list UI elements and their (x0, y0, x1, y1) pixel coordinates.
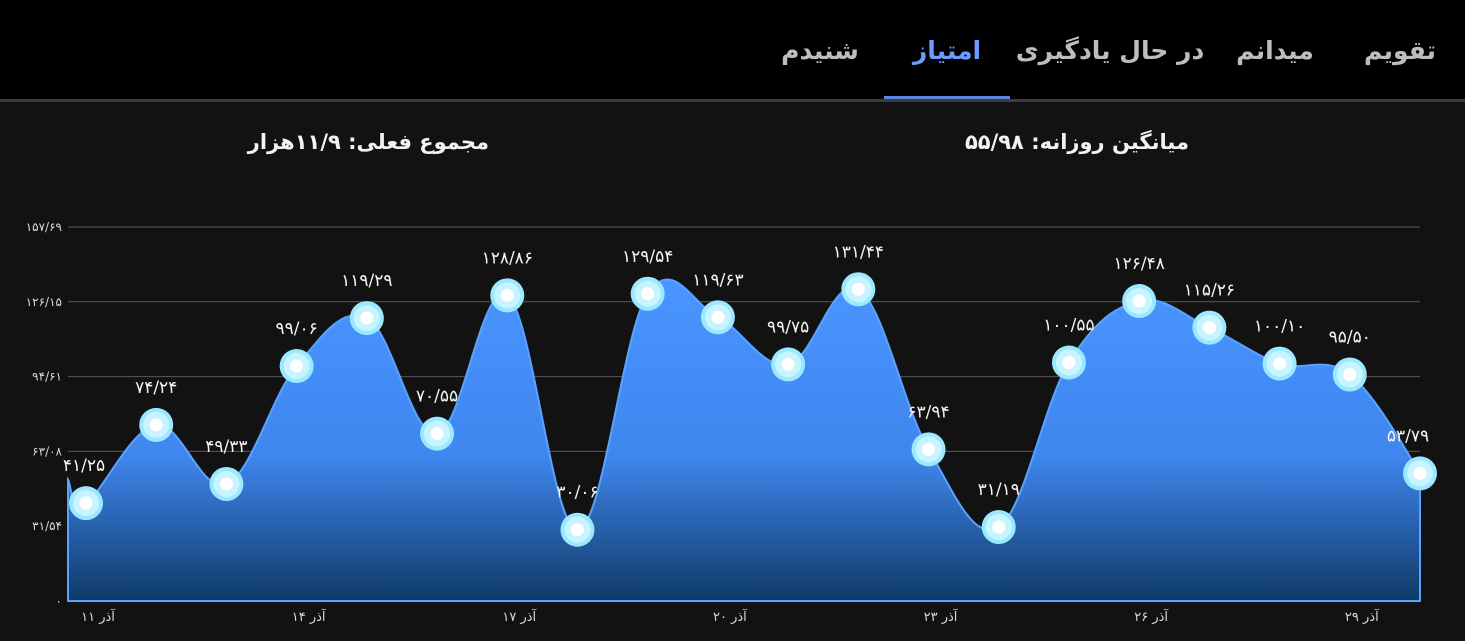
data-point (700, 300, 735, 335)
x-tick-label: ۲۳ آذر (924, 608, 959, 625)
data-point (69, 486, 103, 521)
data-label: ۶۳/۹۴ (907, 402, 949, 422)
data-point-dot (992, 520, 1006, 534)
data-point-dot (922, 442, 936, 456)
data-point-dot (79, 496, 93, 510)
data-point (1332, 357, 1367, 392)
tab-learning-label: در حال یادگیری (1015, 35, 1205, 65)
x-tick-label: ۲۶ آذر (1134, 608, 1169, 625)
x-tick-label: ۲۹ آذر (1345, 608, 1380, 625)
data-label: ۱۱۹/۶۳ (692, 270, 743, 290)
y-tick-label: ۰ (56, 594, 62, 608)
tab-calendar[interactable]: تقویم (1350, 0, 1450, 100)
tab-known-label: میدانم (1236, 35, 1314, 65)
data-point-dot (290, 359, 304, 373)
data-label: ۹۵/۵۰ (1329, 327, 1371, 347)
data-label: ۱۱۹/۲۹ (341, 271, 392, 291)
data-label: ۷۰/۵۵ (416, 387, 458, 407)
daily-average: میانگین روزانه: ۵۵/۹۸ (964, 130, 1189, 154)
data-label: ۴۹/۳۳ (205, 437, 247, 457)
data-label: ۹۹/۷۵ (767, 317, 809, 337)
data-label: ۱۱۵/۲۶ (1184, 281, 1235, 301)
data-point-dot (1343, 367, 1357, 381)
tab-heard-label: شنیدم (781, 35, 859, 65)
data-point-dot (1202, 321, 1216, 335)
data-label: ۱۲۸/۸۶ (482, 248, 533, 268)
data-label: ۹۹/۰۶ (275, 319, 317, 339)
data-label: ۱۰۰/۵۵ (1043, 316, 1094, 336)
tab-score-label: امتیاز (912, 35, 982, 65)
data-point (490, 278, 525, 313)
data-point (841, 272, 876, 307)
data-point (911, 432, 946, 467)
tab-score[interactable]: امتیاز (884, 0, 1010, 100)
active-tab-indicator (884, 96, 1010, 100)
current-total: مجموع فعلی: ۱۱/۹هزار (247, 130, 489, 154)
data-point (1403, 456, 1437, 491)
tab-heard[interactable]: شنیدم (760, 0, 880, 100)
data-label: ۱۲۹/۵۴ (622, 247, 673, 267)
data-point (1122, 284, 1157, 319)
data-point-dot (1062, 356, 1076, 370)
data-label: ۳۱/۱۹ (978, 480, 1020, 500)
y-tick-label: ۱۵۷/۶۹ (26, 220, 62, 234)
data-point (349, 301, 384, 336)
data-label: ۴۱/۲۵ (63, 456, 105, 476)
y-tick-label: ۹۴/۶۱ (32, 370, 62, 384)
data-point-dot (851, 282, 865, 296)
x-tick-label: ۲۰ آذر (713, 608, 748, 625)
data-point-dot (641, 287, 655, 301)
data-point (560, 512, 595, 547)
data-label: ۱۳۱/۴۴ (833, 242, 884, 262)
data-label: ۱۲۶/۴۸ (1113, 254, 1164, 274)
y-tick-label: ۳۱/۵۴ (32, 519, 62, 533)
data-label: ۱۰۰/۱۰ (1254, 317, 1305, 337)
data-label: ۷۴/۲۴ (135, 378, 177, 398)
data-point-dot (1413, 466, 1427, 480)
tab-bar: تقویم میدانم در حال یادگیری امتیاز شنیدم (0, 0, 1465, 100)
data-point-dot (1273, 357, 1287, 371)
data-point (420, 416, 455, 451)
data-point-dot (149, 418, 163, 432)
data-point (1051, 345, 1086, 380)
tab-learning[interactable]: در حال یادگیری (1015, 0, 1205, 100)
data-point (771, 347, 806, 382)
data-label: ۵۳/۷۹ (1387, 426, 1429, 446)
data-point (209, 467, 244, 502)
x-tick-label: ۱۷ آذر (502, 608, 537, 625)
tab-divider (0, 99, 1465, 102)
x-tick-label: ۱۴ آذر (292, 608, 327, 625)
data-point (139, 407, 174, 442)
data-point (279, 349, 314, 384)
data-point (1262, 346, 1297, 381)
data-point-dot (219, 477, 233, 491)
data-point-dot (430, 427, 444, 441)
tab-calendar-label: تقویم (1363, 35, 1437, 65)
data-point-dot (711, 310, 725, 324)
data-point (1192, 310, 1227, 345)
y-tick-label: ۱۲۶/۱۵ (26, 295, 62, 309)
data-point-dot (500, 288, 514, 302)
data-point-dot (781, 357, 795, 371)
data-label: ۳۰/۰۶ (556, 483, 598, 503)
x-tick-label: ۱۱ آذر (81, 608, 116, 625)
y-tick-label: ۶۳/۰۸ (32, 444, 62, 458)
tab-known[interactable]: میدانم (1220, 0, 1330, 100)
data-point-dot (570, 523, 584, 537)
data-point (630, 276, 665, 311)
data-point-dot (1132, 294, 1146, 308)
data-point (981, 510, 1016, 545)
data-point-dot (360, 311, 374, 325)
